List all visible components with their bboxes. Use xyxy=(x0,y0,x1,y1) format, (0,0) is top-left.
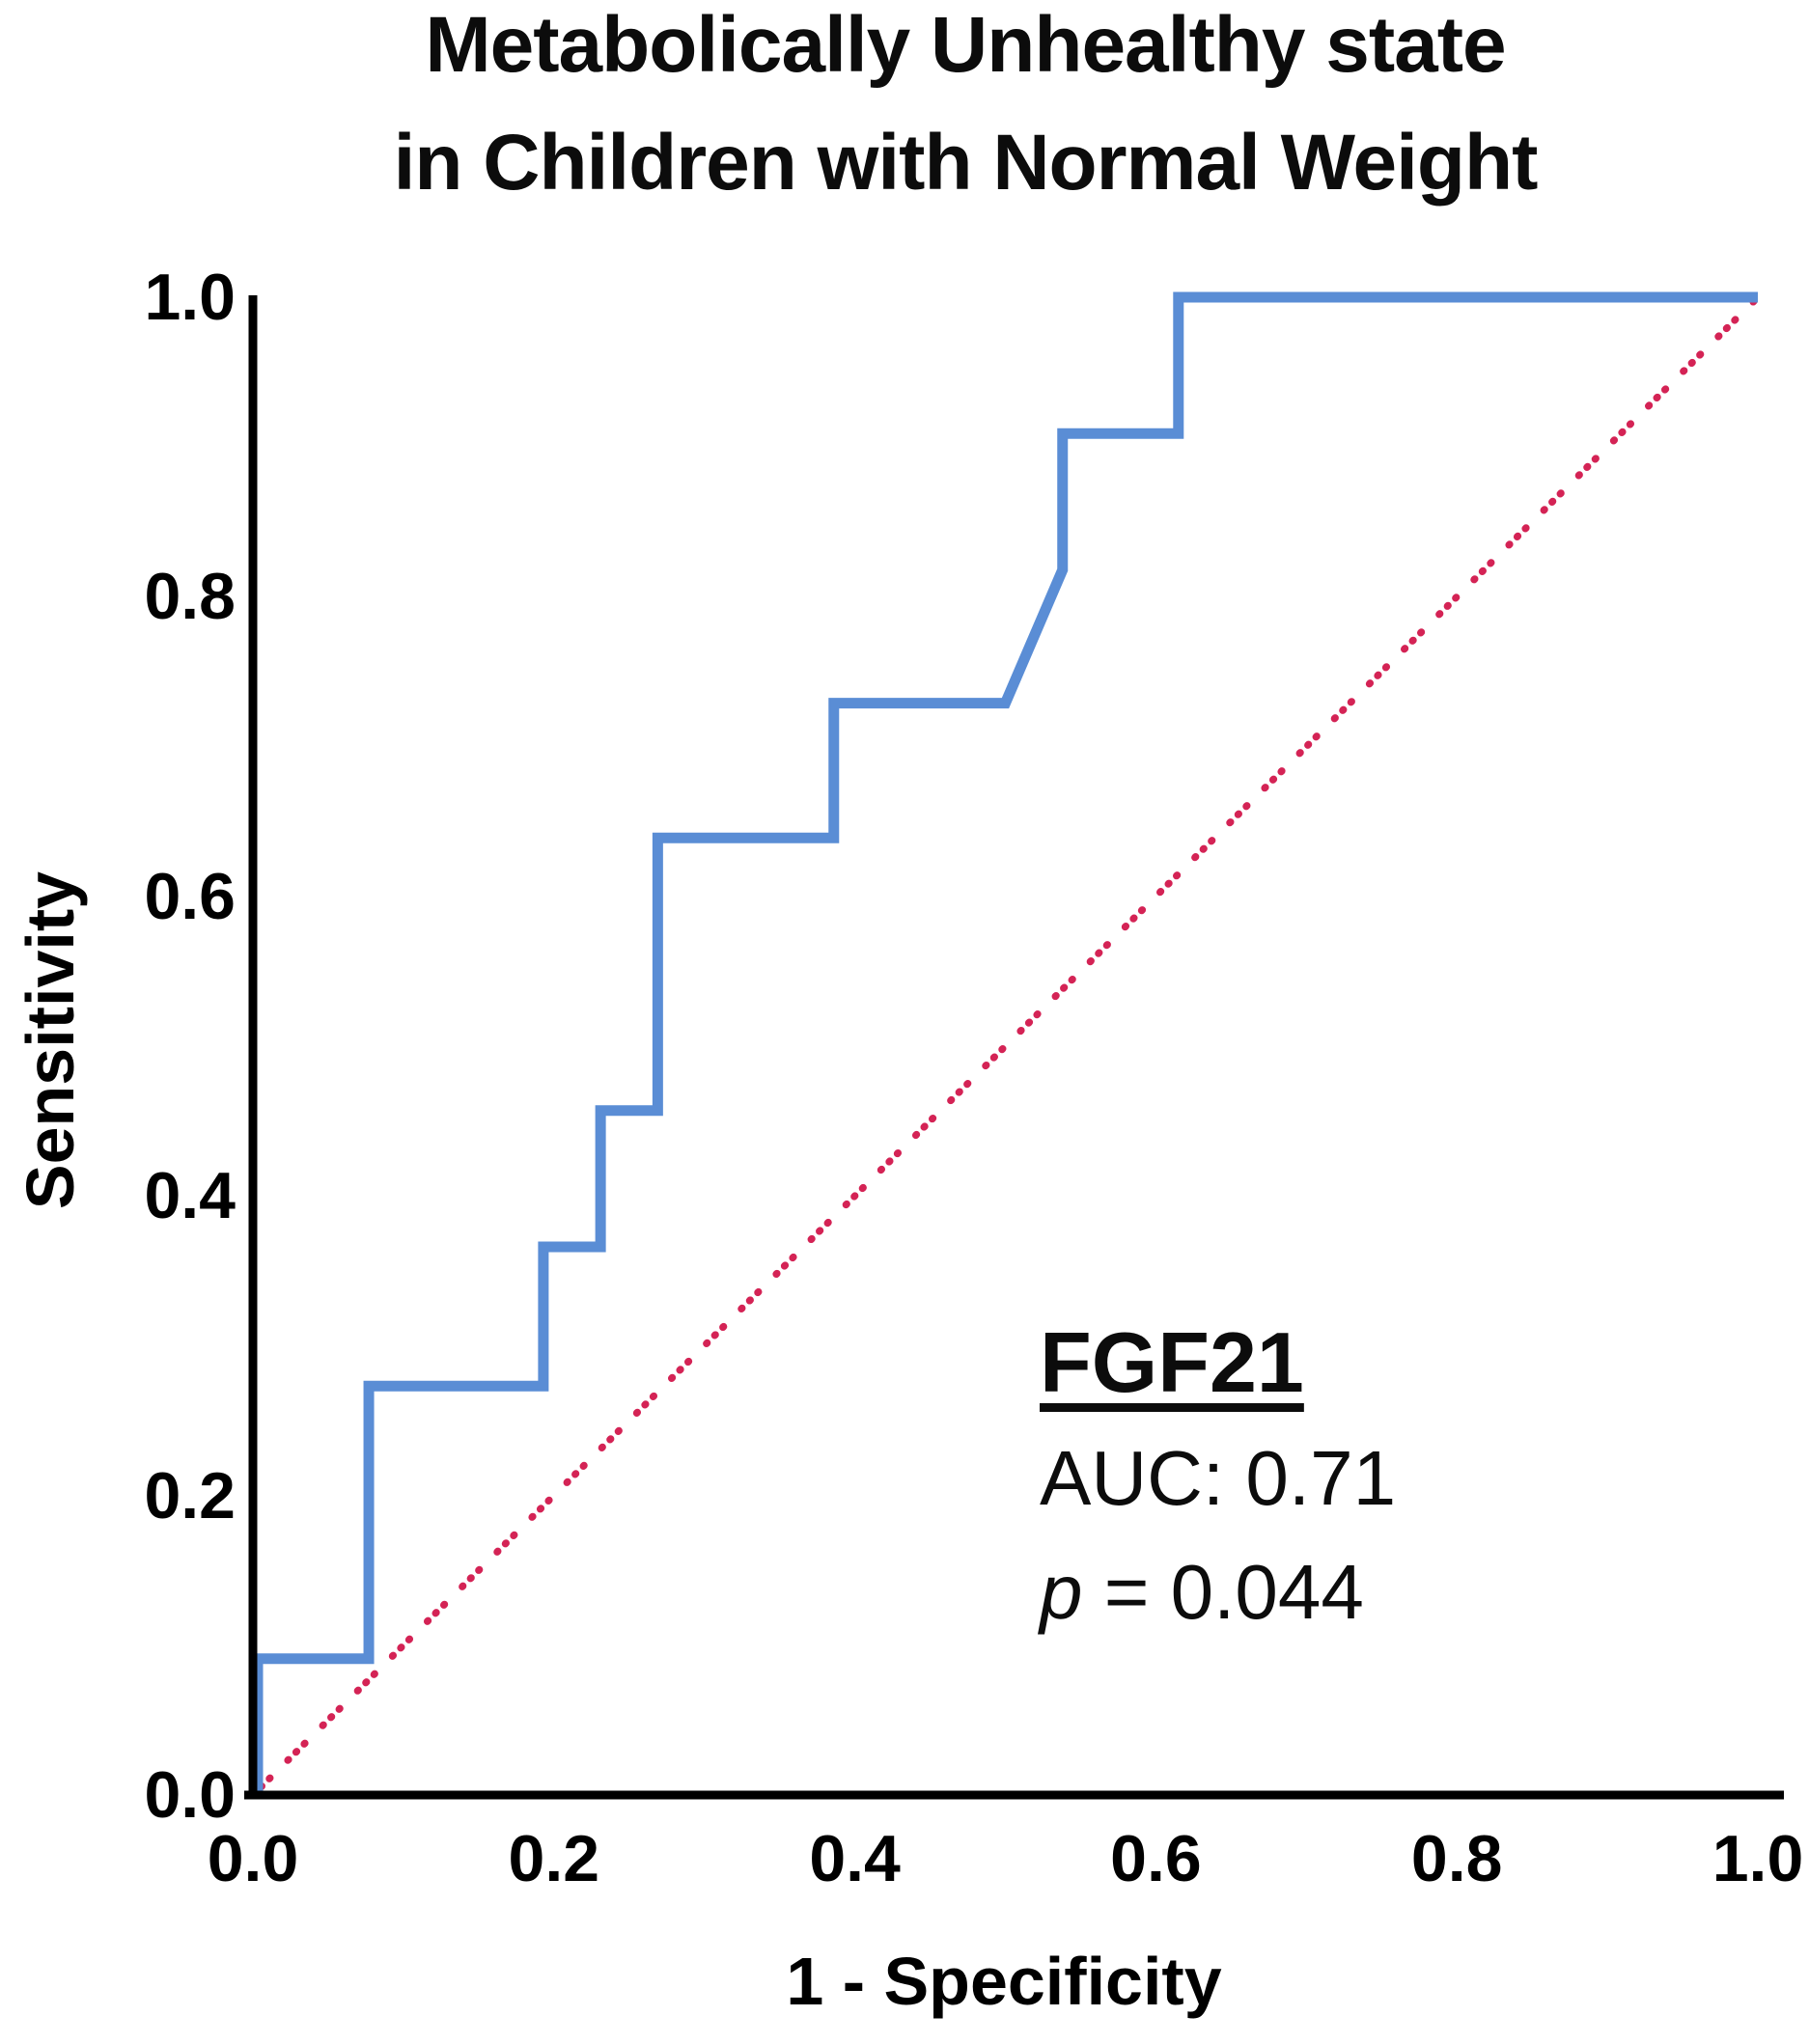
roc-curve-line xyxy=(252,291,1758,1795)
reference-diagonal-line xyxy=(249,293,1762,1799)
p-value: p = 0.044 xyxy=(1040,1546,1396,1639)
y-tick-label: 0.2 xyxy=(144,1458,236,1533)
marker-label: FGF21 xyxy=(1040,1314,1304,1410)
y-tick-label: 0.8 xyxy=(144,560,236,634)
x-tick-label: 0.4 xyxy=(809,1822,901,1895)
y-axis-title: Sensitivity xyxy=(13,870,88,1210)
stats-annotation: FGF21 AUC: 0.71 p = 0.044 xyxy=(1040,1314,1396,1639)
x-tick-label: 0.8 xyxy=(1410,1822,1503,1895)
x-tick-label: 1.0 xyxy=(1712,1822,1804,1895)
x-tick-label: 0.2 xyxy=(508,1822,600,1895)
y-tick-label: 0.0 xyxy=(144,1758,236,1832)
x-tick-label: 0.6 xyxy=(1110,1822,1202,1895)
p-value-text: = 0.044 xyxy=(1082,1549,1364,1635)
x-tick-label: 0.0 xyxy=(207,1822,299,1895)
chart-title-line1: Metabolically Unhealthy state xyxy=(425,1,1506,89)
p-symbol: p xyxy=(1040,1549,1083,1635)
y-tick-label: 1.0 xyxy=(144,261,236,334)
y-tick-label: 0.6 xyxy=(144,859,236,933)
chart-title: Metabolically Unhealthy state in Childre… xyxy=(61,0,1809,222)
auc-value: AUC: 0.71 xyxy=(1040,1435,1397,1521)
chart-title-line2: in Children with Normal Weight xyxy=(393,119,1539,207)
y-tick-label: 0.4 xyxy=(144,1159,236,1233)
x-axis-title: 1 - Specificity xyxy=(786,1944,1222,2019)
